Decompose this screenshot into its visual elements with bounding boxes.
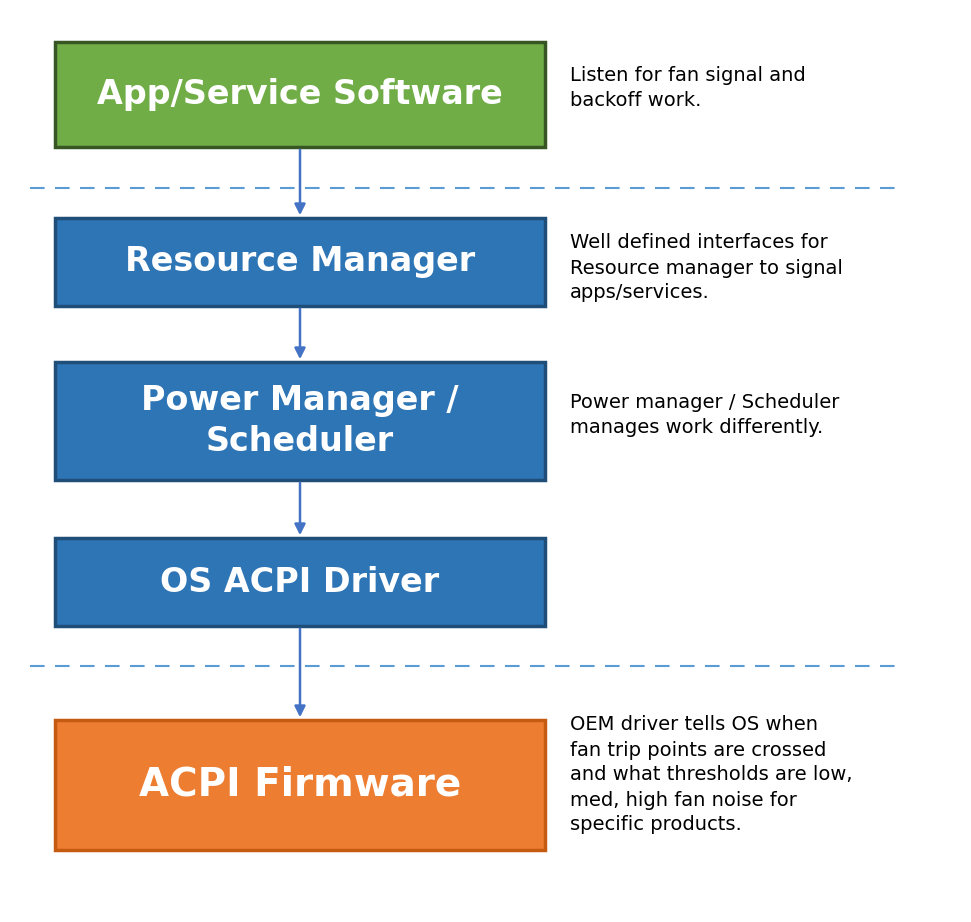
Text: Power manager / Scheduler
manages work differently.: Power manager / Scheduler manages work d… — [570, 393, 839, 437]
Text: Well defined interfaces for
Resource manager to signal
apps/services.: Well defined interfaces for Resource man… — [570, 233, 843, 302]
Text: ACPI Firmware: ACPI Firmware — [139, 766, 461, 804]
FancyBboxPatch shape — [55, 720, 545, 850]
Text: Listen for fan signal and
backoff work.: Listen for fan signal and backoff work. — [570, 66, 806, 110]
Text: App/Service Software: App/Service Software — [97, 78, 503, 111]
FancyBboxPatch shape — [55, 362, 545, 480]
Text: OEM driver tells OS when
fan trip points are crossed
and what thresholds are low: OEM driver tells OS when fan trip points… — [570, 715, 853, 834]
FancyBboxPatch shape — [55, 538, 545, 626]
Text: OS ACPI Driver: OS ACPI Driver — [160, 565, 440, 598]
Text: Resource Manager: Resource Manager — [125, 245, 475, 278]
FancyBboxPatch shape — [55, 218, 545, 306]
Text: Power Manager /
Scheduler: Power Manager / Scheduler — [141, 384, 459, 458]
FancyBboxPatch shape — [55, 42, 545, 147]
